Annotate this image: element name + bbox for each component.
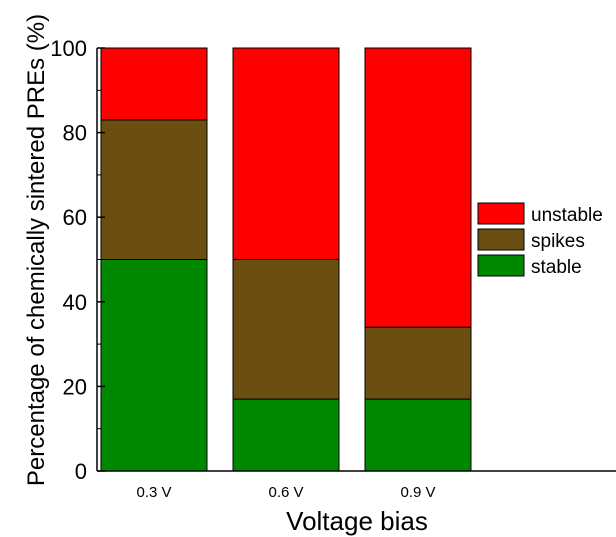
legend-label-spikes: spikes <box>531 231 585 252</box>
y-axis-label: Percentage of chemically sintered PREs (… <box>23 14 50 486</box>
y-tick-label: 100 <box>50 36 87 61</box>
legend-swatch-stable <box>477 254 525 277</box>
bar-stable-3 <box>364 398 472 472</box>
legend-swatch-spikes <box>477 228 525 251</box>
y-tick-label: 80 <box>63 121 87 146</box>
legend-label-stable: stable <box>531 257 582 278</box>
bar-unstable-1 <box>100 47 208 121</box>
bars-layer <box>100 47 472 472</box>
legend: unstable spikes stable <box>477 202 603 278</box>
legend-label-unstable: unstable <box>531 205 603 226</box>
bar-spikes-3 <box>364 326 472 400</box>
bar-unstable-3 <box>364 47 472 328</box>
y-ticks: 0 20 40 60 80 100 <box>50 36 105 484</box>
x-ticks: 0.3 V 0.6 V 0.9 V <box>136 484 435 501</box>
bar-unstable-2 <box>232 47 340 260</box>
y-tick-label: 20 <box>63 374 87 399</box>
y-tick-label: 0 <box>75 459 87 484</box>
x-axis-label: Voltage bias <box>286 506 428 536</box>
bar-spikes-2 <box>232 259 340 400</box>
x-tick-label: 0.6 V <box>268 484 303 501</box>
y-tick-label: 40 <box>63 290 87 315</box>
legend-swatch-unstable <box>477 202 525 225</box>
bar-spikes-1 <box>100 119 208 260</box>
bar-stable-2 <box>232 398 340 472</box>
y-tick-label: 60 <box>63 205 87 230</box>
x-tick-label: 0.9 V <box>400 484 435 501</box>
x-tick-label: 0.3 V <box>136 484 171 501</box>
bar-stable-1 <box>100 259 208 472</box>
